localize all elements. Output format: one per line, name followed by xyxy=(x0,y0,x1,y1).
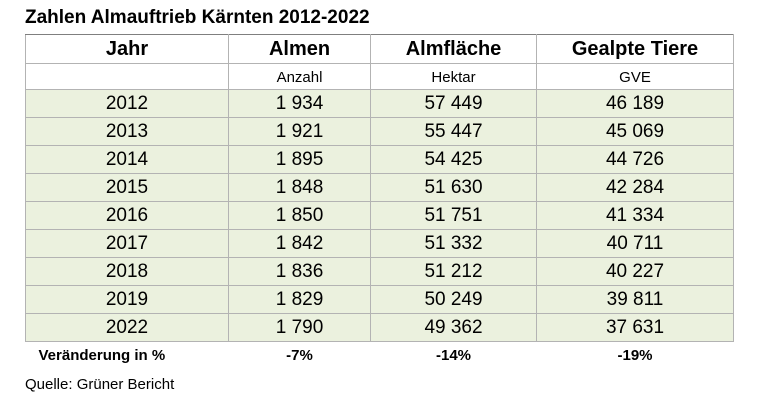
table-row: 2012 1 934 57 449 46 189 xyxy=(25,89,734,118)
header-almflaeche: Almfläche xyxy=(370,34,537,64)
table-row: 2022 1 790 49 362 37 631 xyxy=(25,313,734,342)
header-row: Jahr Almen Almfläche Gealpte Tiere xyxy=(25,34,734,64)
table-title: Zahlen Almauftrieb Kärnten 2012-2022 xyxy=(25,7,370,28)
source-note: Quelle: Grüner Bericht xyxy=(25,376,175,393)
summary-almflaeche: -14% xyxy=(370,341,537,368)
summary-gealpte-tiere: -19% xyxy=(536,341,734,368)
table-row: 2018 1 836 51 212 40 227 xyxy=(25,257,734,286)
cell-year: 2016 xyxy=(25,201,229,230)
header-jahr: Jahr xyxy=(25,34,229,64)
cell-almen: 1 921 xyxy=(228,117,371,146)
cell-gealpte-tiere: 45 069 xyxy=(536,117,734,146)
units-row: Anzahl Hektar GVE xyxy=(25,63,734,90)
summary-label: Veränderung in % xyxy=(25,341,229,368)
cell-year: 2012 xyxy=(25,89,229,118)
summary-row: Veränderung in % -7% -14% -19% xyxy=(25,341,734,368)
table-row: 2014 1 895 54 425 44 726 xyxy=(25,145,734,174)
cell-almflaeche: 57 449 xyxy=(370,89,537,118)
data-rows: 2012 1 934 57 449 46 189 2013 1 921 55 4… xyxy=(25,89,734,368)
cell-almen: 1 934 xyxy=(228,89,371,118)
header-almen: Almen xyxy=(228,34,371,64)
cell-year: 2019 xyxy=(25,285,229,314)
table-row: 2013 1 921 55 447 45 069 xyxy=(25,117,734,146)
cell-gealpte-tiere: 40 227 xyxy=(536,257,734,286)
cell-year: 2022 xyxy=(25,313,229,342)
cell-almflaeche: 55 447 xyxy=(370,117,537,146)
table-row: 2019 1 829 50 249 39 811 xyxy=(25,285,734,314)
unit-almen: Anzahl xyxy=(228,63,371,90)
almauftrieb-table: Jahr Almen Almfläche Gealpte Tiere Anzah… xyxy=(25,34,734,368)
cell-year: 2013 xyxy=(25,117,229,146)
table-row: 2016 1 850 51 751 41 334 xyxy=(25,201,734,230)
cell-almen: 1 848 xyxy=(228,173,371,202)
summary-almen: -7% xyxy=(228,341,371,368)
cell-gealpte-tiere: 40 711 xyxy=(536,229,734,258)
table-row: 2017 1 842 51 332 40 711 xyxy=(25,229,734,258)
cell-almen: 1 895 xyxy=(228,145,371,174)
table-row: 2015 1 848 51 630 42 284 xyxy=(25,173,734,202)
cell-gealpte-tiere: 39 811 xyxy=(536,285,734,314)
header-gealpte-tiere: Gealpte Tiere xyxy=(536,34,734,64)
cell-year: 2018 xyxy=(25,257,229,286)
cell-almen: 1 790 xyxy=(228,313,371,342)
cell-almflaeche: 54 425 xyxy=(370,145,537,174)
cell-almen: 1 836 xyxy=(228,257,371,286)
cell-almflaeche: 51 751 xyxy=(370,201,537,230)
cell-almflaeche: 51 212 xyxy=(370,257,537,286)
cell-year: 2014 xyxy=(25,145,229,174)
cell-year: 2015 xyxy=(25,173,229,202)
cell-almflaeche: 51 332 xyxy=(370,229,537,258)
cell-year: 2017 xyxy=(25,229,229,258)
cell-gealpte-tiere: 37 631 xyxy=(536,313,734,342)
cell-almen: 1 829 xyxy=(228,285,371,314)
cell-gealpte-tiere: 46 189 xyxy=(536,89,734,118)
unit-gealpte-tiere: GVE xyxy=(536,63,734,90)
cell-gealpte-tiere: 44 726 xyxy=(536,145,734,174)
cell-almflaeche: 51 630 xyxy=(370,173,537,202)
unit-jahr xyxy=(25,63,229,90)
cell-almen: 1 842 xyxy=(228,229,371,258)
cell-almen: 1 850 xyxy=(228,201,371,230)
cell-gealpte-tiere: 42 284 xyxy=(536,173,734,202)
cell-almflaeche: 50 249 xyxy=(370,285,537,314)
cell-almflaeche: 49 362 xyxy=(370,313,537,342)
cell-gealpte-tiere: 41 334 xyxy=(536,201,734,230)
unit-almflaeche: Hektar xyxy=(370,63,537,90)
